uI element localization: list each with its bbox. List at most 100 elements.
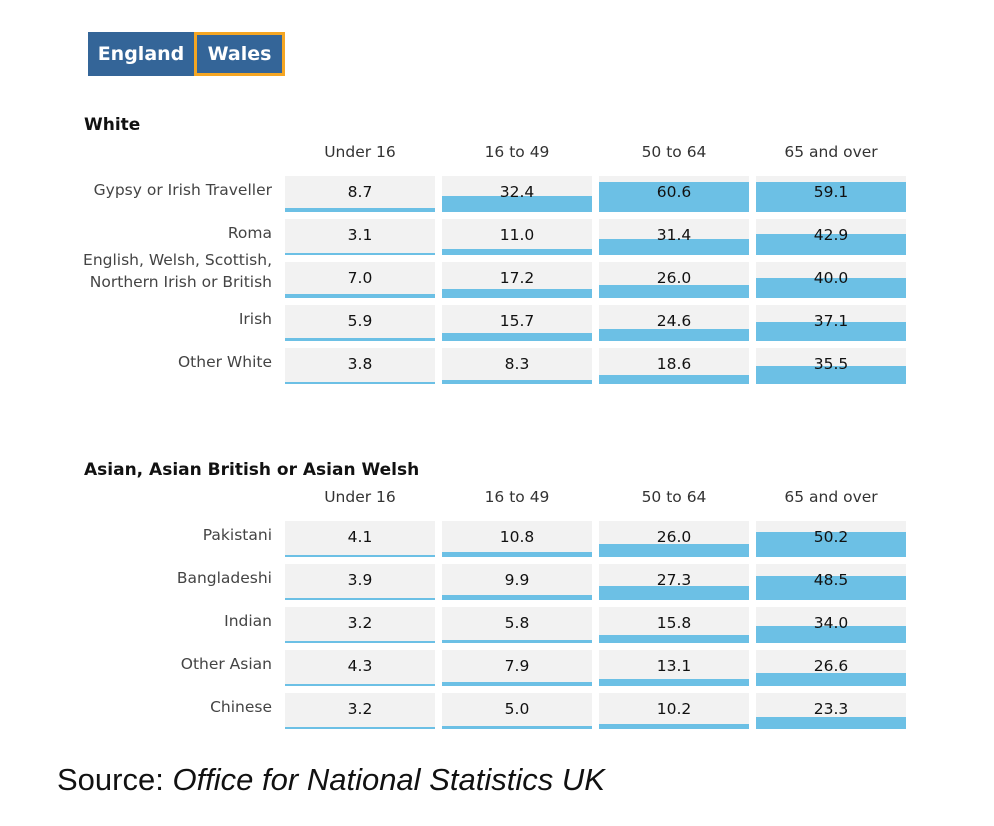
value-bar <box>442 289 592 298</box>
value-label: 34.0 <box>813 614 849 632</box>
value-bar <box>442 196 592 212</box>
source-note: Source: Office for National Statistics U… <box>57 762 605 798</box>
value-label: 11.0 <box>499 226 535 244</box>
table-cell: 50.2 <box>756 521 906 557</box>
row-label: Other White <box>177 353 272 371</box>
value-label: 48.5 <box>813 571 849 589</box>
value-bar <box>756 234 906 255</box>
table-cell: 23.3 <box>756 693 906 729</box>
tab-england[interactable]: England <box>88 32 194 76</box>
value-label: 10.2 <box>656 700 692 718</box>
table-cell: 34.0 <box>756 607 906 643</box>
column-header: 50 to 64 <box>641 143 707 161</box>
row-label: English, Welsh, Scottish, Northern Irish … <box>83 249 272 293</box>
value-label: 3.2 <box>347 700 373 718</box>
value-bar <box>442 552 592 557</box>
value-bar <box>285 382 435 384</box>
value-label: 3.9 <box>347 571 373 589</box>
table-cell: 5.0 <box>442 693 592 729</box>
value-label: 8.7 <box>347 183 373 201</box>
table-cell: 9.9 <box>442 564 592 600</box>
table-cell: 17.2 <box>442 262 592 298</box>
region-tabs: England Wales <box>88 32 285 76</box>
value-label: 13.1 <box>656 657 692 675</box>
value-label: 15.8 <box>656 614 692 632</box>
value-bar <box>599 544 749 557</box>
value-bar <box>285 294 435 298</box>
table-cell: 4.1 <box>285 521 435 557</box>
table-cell: 59.1 <box>756 176 906 212</box>
table-cell: 48.5 <box>756 564 906 600</box>
row-label: Indian <box>224 612 272 630</box>
value-label: 40.0 <box>813 269 849 287</box>
value-label: 3.1 <box>347 226 373 244</box>
table-cell: 15.8 <box>599 607 749 643</box>
value-bar <box>756 576 906 600</box>
table-cell: 18.6 <box>599 348 749 384</box>
row-label-line: Northern Irish or British <box>89 273 272 291</box>
value-bar <box>599 635 749 643</box>
table-cell: 42.9 <box>756 219 906 255</box>
table-cell: 26.0 <box>599 262 749 298</box>
value-label: 5.0 <box>504 700 530 718</box>
source-prefix: Source: <box>57 762 173 797</box>
value-label: 4.3 <box>347 657 373 675</box>
value-bar <box>599 239 749 255</box>
table-cell: 60.6 <box>599 176 749 212</box>
value-bar <box>285 555 435 557</box>
value-bar <box>756 322 906 341</box>
value-bar <box>442 333 592 341</box>
table-cell: 37.1 <box>756 305 906 341</box>
column-header: Under 16 <box>324 488 396 506</box>
value-bar <box>756 717 906 729</box>
table-cell: 15.7 <box>442 305 592 341</box>
value-bar <box>442 682 592 686</box>
value-label: 17.2 <box>499 269 535 287</box>
table-cell: 40.0 <box>756 262 906 298</box>
value-label: 59.1 <box>813 183 849 201</box>
value-bar <box>285 598 435 600</box>
value-bar <box>285 684 435 686</box>
value-label: 4.1 <box>347 528 373 546</box>
value-bar <box>599 586 749 600</box>
column-header: 65 and over <box>784 143 878 161</box>
section-title-white: White <box>84 115 141 135</box>
row-label: Other Asian <box>180 655 272 673</box>
table-cell: 7.9 <box>442 650 592 686</box>
table-cell: 8.7 <box>285 176 435 212</box>
value-bar <box>599 285 749 298</box>
table-cell: 27.3 <box>599 564 749 600</box>
table-cell: 3.2 <box>285 693 435 729</box>
value-bar <box>756 182 906 212</box>
value-label: 5.9 <box>347 312 373 330</box>
row-label: Irish <box>238 310 272 328</box>
tab-wales[interactable]: Wales <box>194 32 285 76</box>
value-bar <box>756 366 906 384</box>
value-label: 37.1 <box>813 312 849 330</box>
value-bar <box>599 679 749 686</box>
value-label: 9.9 <box>504 571 530 589</box>
value-bar <box>599 724 749 729</box>
value-label: 23.3 <box>813 700 849 718</box>
table-cell: 5.8 <box>442 607 592 643</box>
value-bar <box>756 532 906 557</box>
value-bar <box>599 182 749 212</box>
table-cell: 4.3 <box>285 650 435 686</box>
value-label: 18.6 <box>656 355 692 373</box>
table-cell: 31.4 <box>599 219 749 255</box>
table-cell: 35.5 <box>756 348 906 384</box>
value-label: 3.8 <box>347 355 373 373</box>
value-label: 32.4 <box>499 183 535 201</box>
value-bar <box>285 338 435 341</box>
value-bar <box>285 641 435 643</box>
column-header: 50 to 64 <box>641 488 707 506</box>
value-bar <box>599 329 749 341</box>
table-cell: 26.6 <box>756 650 906 686</box>
column-header: 65 and over <box>784 488 878 506</box>
value-bar <box>756 278 906 298</box>
source-name: Office for National Statistics UK <box>172 762 605 797</box>
value-label: 3.2 <box>347 614 373 632</box>
value-label: 60.6 <box>656 183 692 201</box>
value-bar <box>442 640 592 643</box>
table-cell: 10.2 <box>599 693 749 729</box>
